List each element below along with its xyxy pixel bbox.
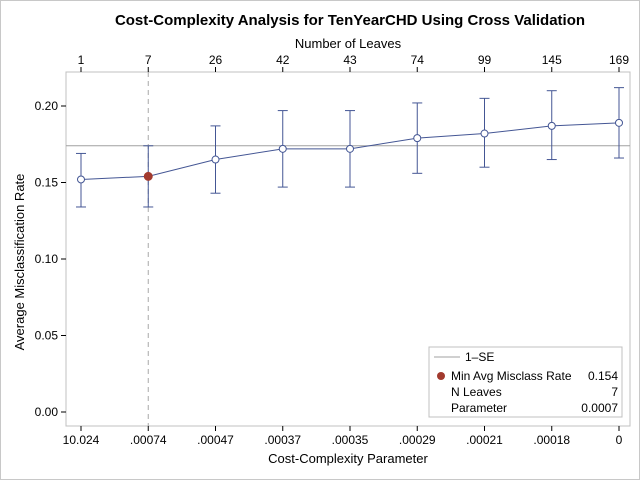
top-axis: 1 7 26 42 43 74 99 145 169 xyxy=(78,53,629,72)
x-tick-label: .00021 xyxy=(466,433,503,447)
data-point xyxy=(480,129,489,138)
data-point xyxy=(413,134,422,143)
x-tick-label: .00035 xyxy=(332,433,369,447)
x-tick-label: 0 xyxy=(616,433,623,447)
top-tick-label: 99 xyxy=(478,53,492,67)
data-point xyxy=(77,175,85,184)
x-axis: 10.024 .00074 .00047 .00037 .00035 .00029 .000… xyxy=(63,426,623,447)
y-axis-label: Average Misclassification Rate xyxy=(12,174,27,351)
x-tick-label: .00074 xyxy=(130,433,167,447)
chart-title: Cost-Complexity Analysis for TenYearCHD … xyxy=(115,12,585,29)
data-point xyxy=(278,144,287,153)
legend-leaves-value: 7 xyxy=(611,385,618,399)
x-tick-label: .00029 xyxy=(399,433,436,447)
top-tick-label: 169 xyxy=(609,53,629,67)
y-tick-label: 0.20 xyxy=(35,99,59,113)
plot-area xyxy=(65,71,631,427)
x-axis-label: Cost-Complexity Parameter xyxy=(268,451,428,466)
top-tick-label: 42 xyxy=(276,53,290,67)
legend-min-value: 0.154 xyxy=(588,369,618,383)
data-point xyxy=(211,155,220,164)
x-tick-label: 10.024 xyxy=(63,433,100,447)
top-axis-label: Number of Leaves xyxy=(295,36,402,51)
x-tick-label: .00037 xyxy=(264,433,301,447)
top-tick-label: 145 xyxy=(542,53,562,67)
legend-leaves-label: N Leaves xyxy=(451,385,502,399)
y-tick-label: 0.10 xyxy=(35,252,59,266)
top-tick-label: 74 xyxy=(411,53,425,67)
data-point xyxy=(615,118,623,127)
x-tick-label: .00018 xyxy=(533,433,570,447)
selected-point xyxy=(143,171,153,181)
y-tick-label: 0.05 xyxy=(35,329,59,343)
legend-min-marker xyxy=(437,372,445,380)
legend-one-se-label: 1–SE xyxy=(465,350,494,364)
legend-min-label: Min Avg Misclass Rate xyxy=(451,369,572,383)
legend-box xyxy=(428,346,623,418)
top-tick-label: 1 xyxy=(78,53,85,67)
legend-param-label: Parameter xyxy=(451,401,507,415)
data-point xyxy=(547,121,556,130)
y-axis: 0.00 0.05 0.10 0.15 0.20 xyxy=(35,99,66,419)
y-tick-label: 0.15 xyxy=(35,176,59,190)
top-tick-label: 26 xyxy=(209,53,223,67)
legend: 1–SE Min Avg Misclass Rate 0.154 N Leave… xyxy=(428,346,623,418)
top-tick-label: 7 xyxy=(145,53,152,67)
legend-param-value: 0.0007 xyxy=(581,401,618,415)
y-tick-label: 0.00 xyxy=(35,405,59,419)
series-marks xyxy=(66,72,630,426)
x-tick-label: .00047 xyxy=(197,433,234,447)
top-tick-label: 43 xyxy=(343,53,357,67)
data-point xyxy=(346,144,354,153)
